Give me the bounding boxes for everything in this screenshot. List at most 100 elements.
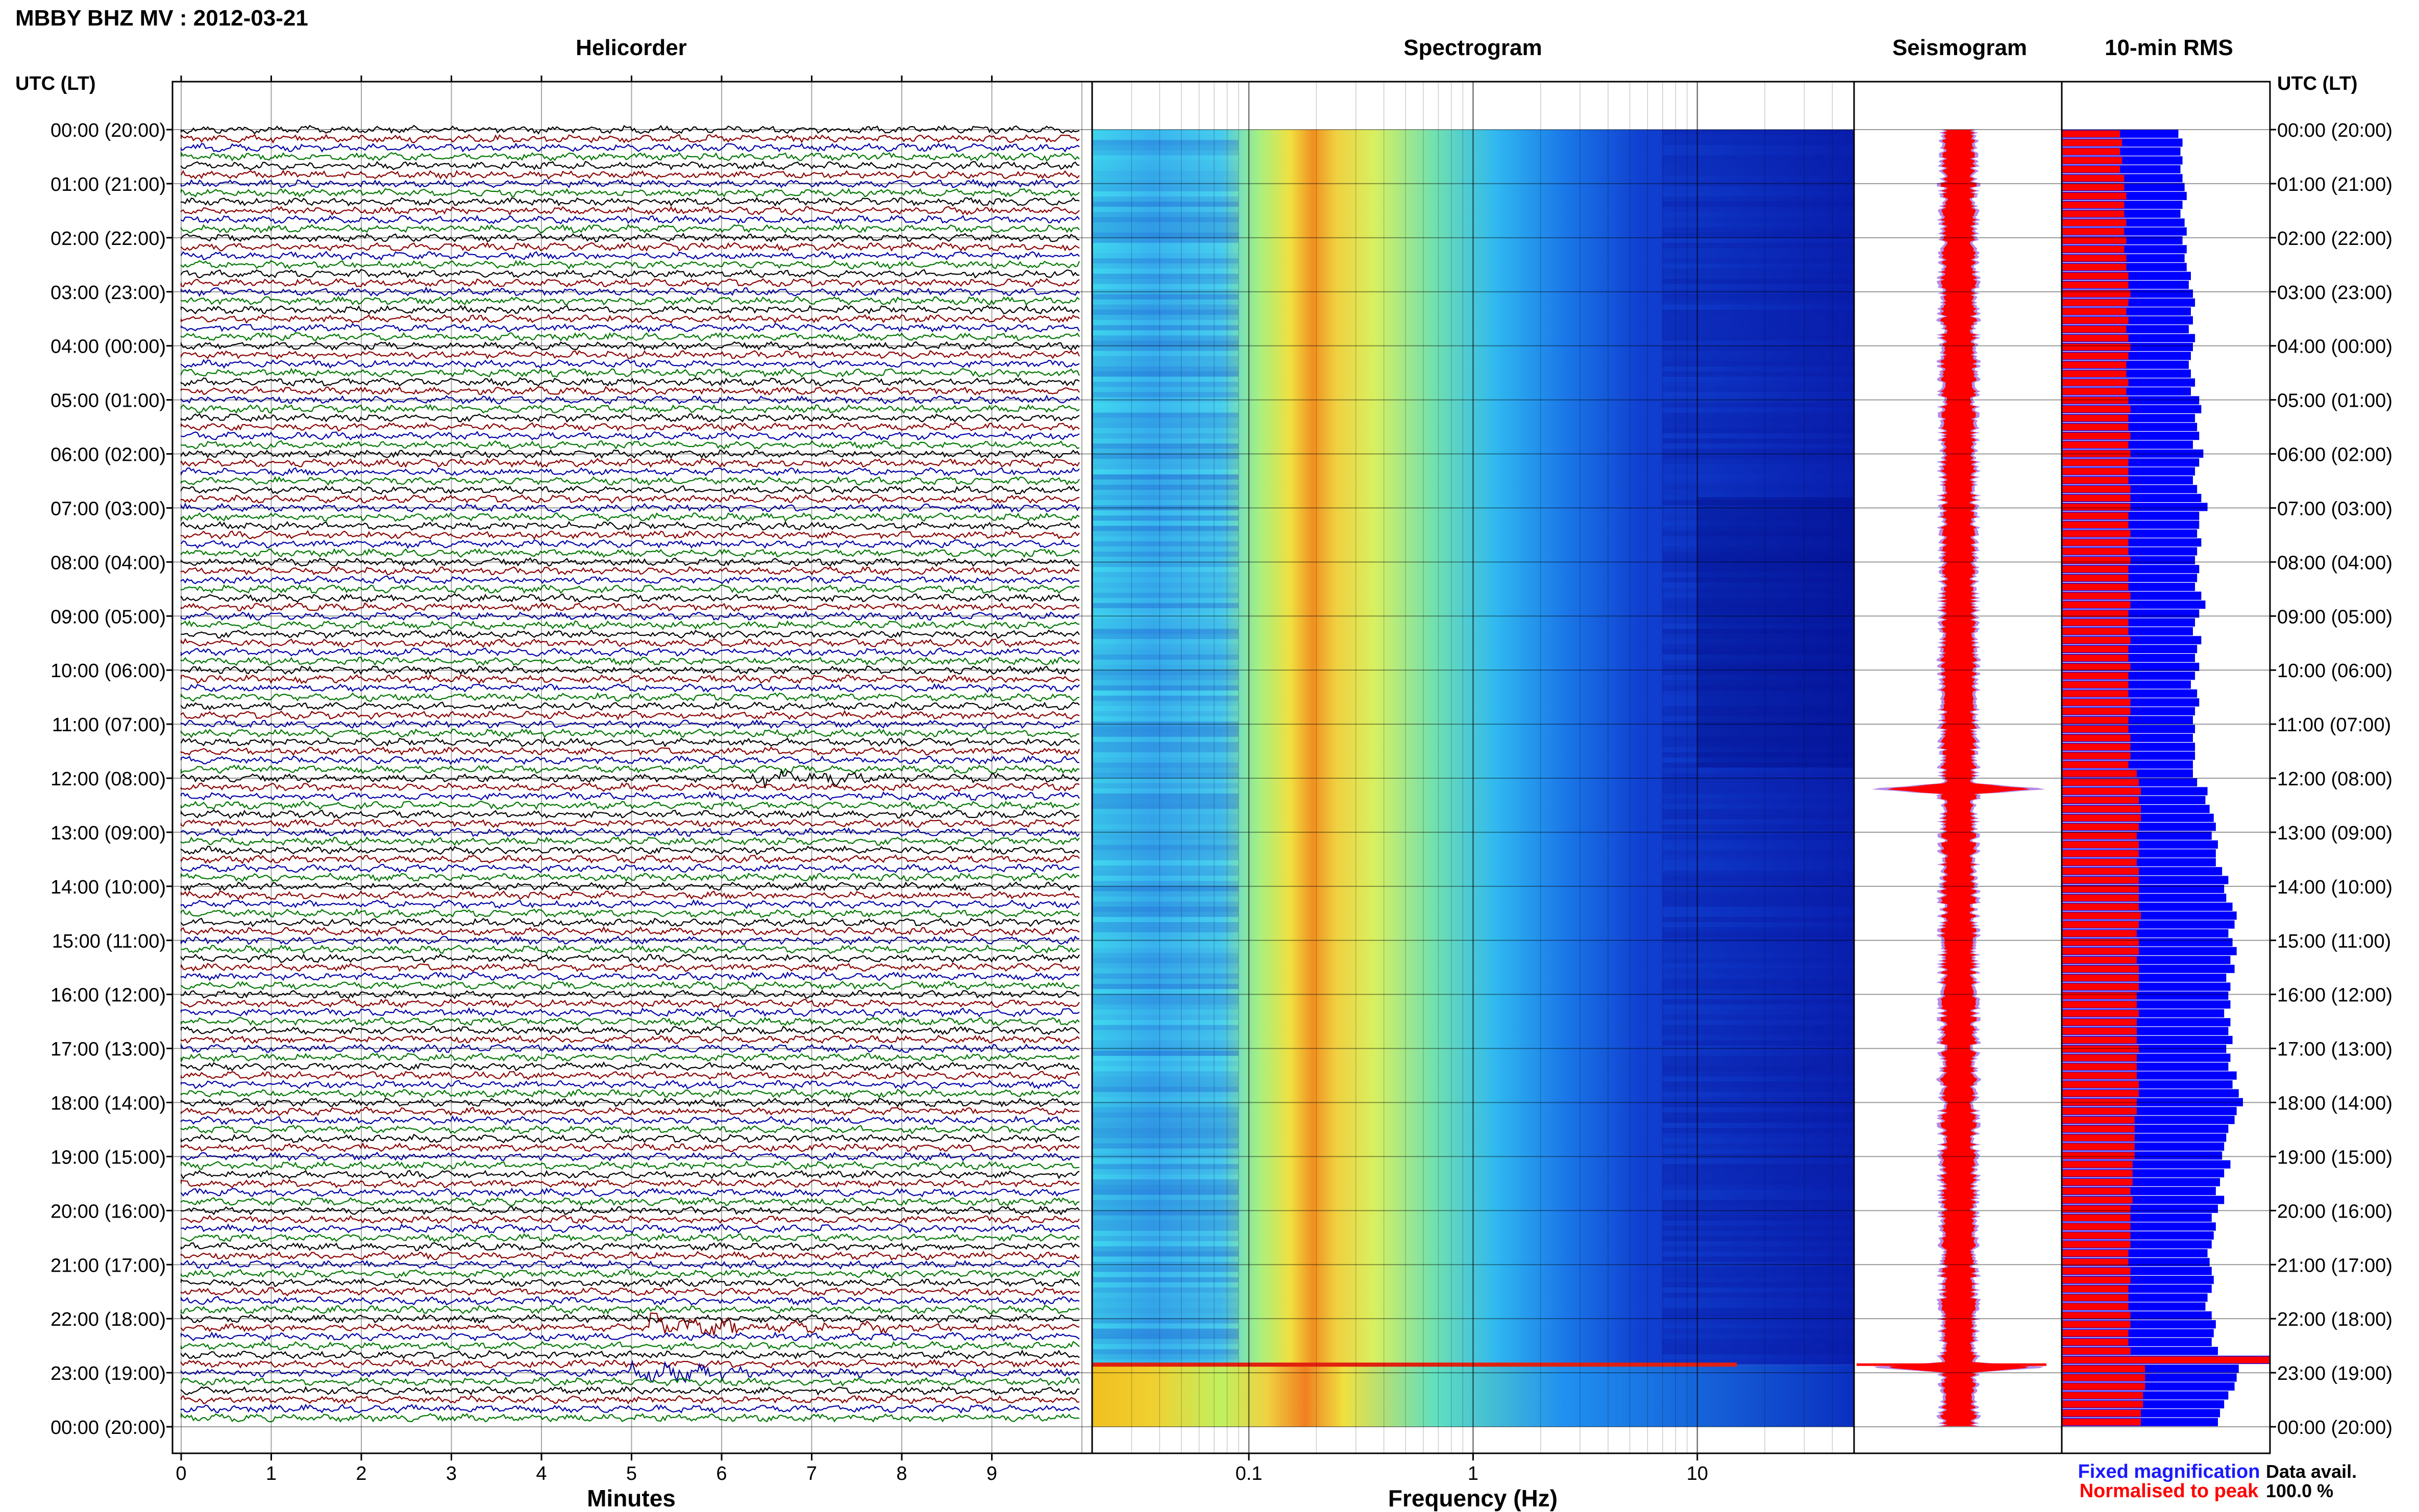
spectrogram-lowfreq-band (1092, 397, 1239, 403)
spectrogram-lowfreq-band (1092, 1107, 1239, 1113)
rms-bar-normalised (2062, 494, 2131, 502)
helicorder-trace (180, 1412, 1080, 1423)
time-label-left: 05:00 (01:00) (51, 390, 166, 412)
time-label-right: 20:00 (16:00) (2277, 1201, 2392, 1222)
spectrogram-lowfreq-band (1092, 901, 1239, 907)
minute-tick-label: 3 (446, 1463, 457, 1484)
spectrogram-highfreq-band (1662, 1308, 1854, 1313)
spectrogram-lowfreq-band (1092, 500, 1239, 506)
rms-bar-normalised (2062, 1356, 2270, 1364)
spectrogram-highfreq-band (1662, 423, 1854, 428)
spectrogram-lowfreq-band (1092, 294, 1239, 300)
spectrogram-lowfreq-band (1092, 443, 1239, 449)
spectrogram-lowfreq-band (1092, 989, 1239, 994)
spectrogram-lowfreq-band (1092, 515, 1239, 521)
spectrogram-lowfreq-band (1092, 829, 1239, 835)
spectrogram-highfreq-band (1662, 716, 1854, 722)
spectrogram-highfreq-band (1662, 1205, 1854, 1210)
spectrogram-lowfreq-band (1092, 881, 1239, 886)
spectrogram-highfreq-band (1662, 526, 1854, 531)
spectrogram-highfreq-band (1662, 788, 1854, 794)
panel-border (2061, 81, 2271, 1454)
time-label-right: 07:00 (03:00) (2277, 498, 2392, 519)
spectrogram-lowfreq-band (1092, 377, 1239, 382)
spectrogram-highfreq-band (1662, 598, 1854, 603)
rms-bar-normalised (2062, 1365, 2145, 1372)
spectrogram-lowfreq-band (1092, 943, 1239, 948)
rms-bar-normalised (2062, 921, 2139, 928)
helicorder-trace (180, 350, 1080, 360)
spectrogram-highfreq-band (1662, 562, 1854, 567)
spectrogram-lowfreq-band (1092, 1025, 1239, 1030)
rms-bar-normalised (2062, 299, 2129, 306)
spectrogram-lowfreq-band (1092, 1020, 1239, 1025)
spectrogram-highfreq-band (1662, 1020, 1854, 1025)
spectrogram-lowfreq-band (1092, 449, 1239, 454)
spectrogram-highfreq-band (1662, 1148, 1854, 1154)
spectrogram-lowfreq-band (1092, 958, 1239, 963)
helicorder-trace (180, 818, 1080, 828)
spectrogram-lowfreq-band (1092, 1287, 1239, 1293)
spectrogram-highfreq-band (1662, 217, 1854, 222)
spectrogram-lowfreq-band (1092, 207, 1239, 212)
spectrogram-lowfreq-band (1092, 1236, 1239, 1242)
rms-bar-normalised (2062, 770, 2137, 777)
rms-bar-normalised (2062, 201, 2125, 209)
spectrogram-lowfreq-band (1092, 886, 1239, 891)
time-label-right: 10:00 (06:00) (2277, 660, 2392, 682)
spectrogram-lowfreq-band (1092, 1174, 1239, 1180)
spectrogram-highfreq-band (1662, 1339, 1854, 1344)
spectrogram-lowfreq-band (1092, 1277, 1239, 1282)
rms-bar-normalised (2062, 823, 2139, 830)
spectrogram-highfreq-band (1662, 1256, 1854, 1262)
spectrogram-lowfreq-band (1092, 1004, 1239, 1010)
spectrogram-highfreq-band (1662, 1133, 1854, 1138)
spectrogram-lowfreq-band (1092, 1071, 1239, 1077)
time-label-right: 17:00 (13:00) (2277, 1039, 2392, 1060)
spectrogram-highfreq-band (1662, 871, 1854, 876)
helicorder-trace (180, 638, 1080, 648)
spectrogram-highfreq-band (1662, 937, 1854, 943)
spectrogram-lowfreq-band (1092, 1102, 1239, 1107)
spectrogram-lowfreq-band (1092, 279, 1239, 284)
time-label-left: 18:00 (14:00) (51, 1093, 166, 1114)
time-label-left: 13:00 (09:00) (51, 823, 166, 844)
spectrogram-highfreq-band (1662, 140, 1854, 145)
helicorder-trace (180, 1017, 1080, 1027)
spectrogram-highfreq-band (1662, 1174, 1854, 1180)
rms-bar-normalised (2062, 228, 2125, 235)
spectrogram-lowfreq-band (1092, 747, 1239, 753)
spectrogram-lowfreq-band (1092, 1030, 1239, 1035)
spectrogram-highfreq-band (1662, 345, 1854, 351)
helicorder-trace (180, 539, 1080, 550)
minute-tick-label: 0 (176, 1463, 186, 1484)
spectrogram-highfreq-band (1662, 130, 1854, 135)
spectrogram-highfreq-band (1662, 1046, 1854, 1051)
spectrogram-highfreq-band (1662, 294, 1854, 300)
spectrogram-highfreq-band (1662, 649, 1854, 655)
helicorder-trace (180, 800, 1080, 810)
spectrogram-highfreq-band (1662, 711, 1854, 716)
rms-bar-normalised (2062, 308, 2127, 315)
spectrogram-lowfreq-band (1092, 1179, 1239, 1185)
helicorder-trace (180, 566, 1080, 576)
spectrogram-lowfreq-band (1092, 624, 1239, 629)
helicorder-trace (180, 692, 1080, 702)
spectrogram-lowfreq-band (1092, 1189, 1239, 1195)
helicorder-trace (180, 467, 1080, 477)
spectrogram-highfreq-band (1662, 1272, 1854, 1277)
spectrogram-highfreq-band (1662, 886, 1854, 891)
spectrogram-lowfreq-band (1092, 1123, 1239, 1128)
spectrogram-lowfreq-band (1092, 417, 1239, 423)
spectrogram-highfreq-band (1662, 299, 1854, 305)
spectrogram-lowfreq-band (1092, 1169, 1239, 1175)
rms-bar-normalised (2062, 245, 2125, 253)
spectrogram-lowfreq-band (1092, 1195, 1239, 1200)
helicorder-trace (180, 769, 1080, 788)
rms-bar-normalised (2062, 441, 2129, 449)
spectrogram-highfreq-band (1662, 932, 1854, 938)
spectrogram-highfreq-band (1662, 577, 1854, 583)
rms-bar-normalised (2062, 503, 2131, 511)
time-label-left: 17:00 (13:00) (51, 1039, 166, 1060)
helicorder-trace (180, 1331, 1080, 1342)
